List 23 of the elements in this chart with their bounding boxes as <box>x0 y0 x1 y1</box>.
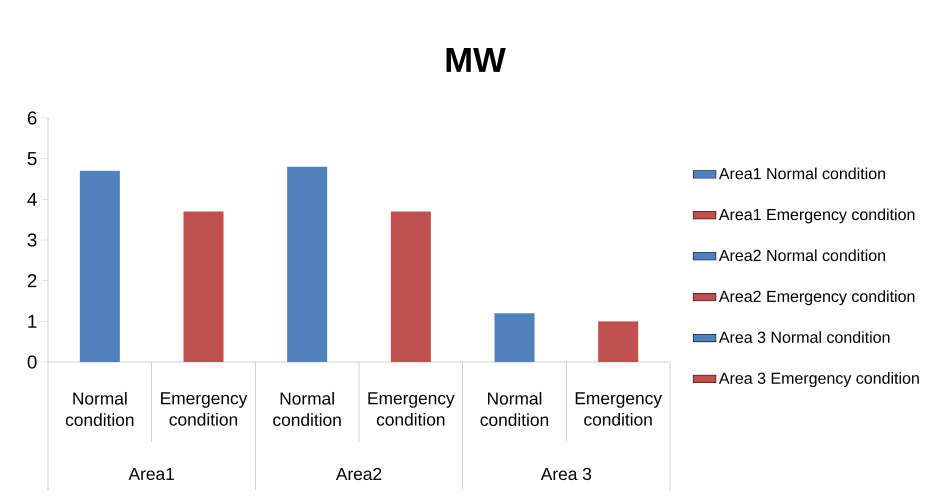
legend-label: Area 3 Emergency condition <box>718 372 919 388</box>
x-tick-label: Emergency condition <box>161 392 248 426</box>
legend-label: Area2 Emergency condition <box>718 290 914 306</box>
x-tick-label: Emergency condition <box>576 392 662 426</box>
chart-title: MW <box>446 48 506 72</box>
x-tick-label: Normal condition <box>480 392 548 426</box>
legend-label: Area2 Normal condition <box>718 249 886 262</box>
legend-label: Area1 Emergency condition <box>718 208 914 224</box>
y-tick-label: 0 <box>28 355 37 369</box>
x-tick-label: Normal condition <box>66 392 134 426</box>
text: Area 3 <box>540 468 592 480</box>
y-tick-label: 5 <box>28 152 37 166</box>
y-tick-label: 6 <box>28 111 36 125</box>
y-tick-label: 3 <box>28 233 36 247</box>
text: Area1 <box>128 468 174 480</box>
legend-label: Area 3 Normal condition <box>718 331 890 343</box>
x-tick-label: Normal condition <box>273 392 341 426</box>
x-tick-label: Emergency condition <box>368 392 455 426</box>
y-tick-label: 2 <box>28 274 36 288</box>
y-tick-label: 4 <box>27 192 37 206</box>
y-tick-label: 1 <box>28 314 36 328</box>
legend-label: Area1 Normal condition <box>718 168 886 180</box>
text: Area2 <box>336 468 382 480</box>
